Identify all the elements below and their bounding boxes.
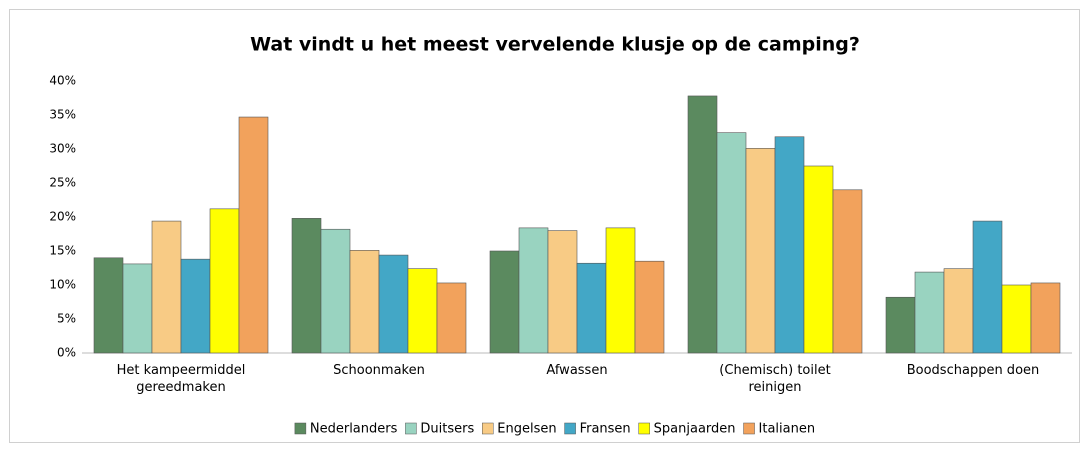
- bar: [209, 208, 240, 354]
- legend-label: Duitsers: [420, 422, 474, 437]
- bar: [832, 189, 863, 354]
- bar: [634, 260, 665, 354]
- bar: [407, 268, 438, 354]
- bar: [885, 296, 916, 354]
- x-tick-label: (Chemisch) toilet reinigen: [719, 363, 831, 395]
- legend-swatch: [482, 422, 494, 435]
- legend-label: Spanjaarden: [654, 422, 736, 437]
- bar: [605, 227, 636, 354]
- legend-label: Engelsen: [497, 422, 556, 437]
- bar: [745, 148, 776, 354]
- chart-frame: [9, 9, 1080, 443]
- legend-label: Nederlanders: [310, 422, 398, 437]
- bar: [436, 282, 467, 354]
- bar: [518, 227, 549, 354]
- bar: [238, 116, 269, 354]
- bar: [774, 136, 805, 354]
- bar: [803, 165, 834, 354]
- y-tick-label: 25%: [49, 176, 76, 190]
- bar: [489, 250, 520, 354]
- legend-label: Fransen: [580, 422, 631, 437]
- bar: [576, 262, 607, 354]
- x-tick-label: Boodschappen doen: [906, 363, 1040, 378]
- y-tick-label: 5%: [57, 312, 76, 326]
- y-tick-label: 10%: [49, 278, 76, 292]
- legend-swatch: [743, 422, 755, 435]
- bar: [93, 257, 124, 354]
- bar: [320, 228, 351, 354]
- y-tick-label: 0%: [57, 346, 76, 360]
- bar: [122, 263, 153, 354]
- y-tick-label: 20%: [49, 210, 76, 224]
- bar: [291, 218, 322, 354]
- legend-swatch: [564, 422, 576, 435]
- bar: [547, 230, 578, 354]
- legend-label: Italianen: [759, 422, 816, 437]
- x-tick-label: Het kampeermiddel gereedmaken: [116, 363, 246, 395]
- bar: [349, 250, 380, 354]
- bar: [914, 271, 945, 354]
- bar: [1001, 284, 1032, 354]
- legend-swatch: [405, 422, 417, 435]
- y-tick-label: 35%: [49, 108, 76, 122]
- x-tick-label: Afwassen: [546, 363, 608, 378]
- chart-title: Wat vindt u het meest vervelende klusje …: [250, 34, 860, 56]
- y-tick-label: 15%: [49, 244, 76, 258]
- bar: [378, 254, 409, 354]
- y-tick-label: 40%: [49, 74, 76, 88]
- y-tick-label: 30%: [49, 142, 76, 156]
- bar: [180, 258, 211, 354]
- bar: [943, 268, 974, 354]
- x-tick-label: Schoonmaken: [333, 363, 425, 378]
- bar: [687, 95, 718, 354]
- legend-swatch: [294, 422, 307, 435]
- bar: [972, 220, 1003, 354]
- legend-swatch: [638, 422, 650, 435]
- bar: [716, 132, 747, 354]
- bar: [151, 220, 182, 354]
- bar: [1030, 282, 1061, 354]
